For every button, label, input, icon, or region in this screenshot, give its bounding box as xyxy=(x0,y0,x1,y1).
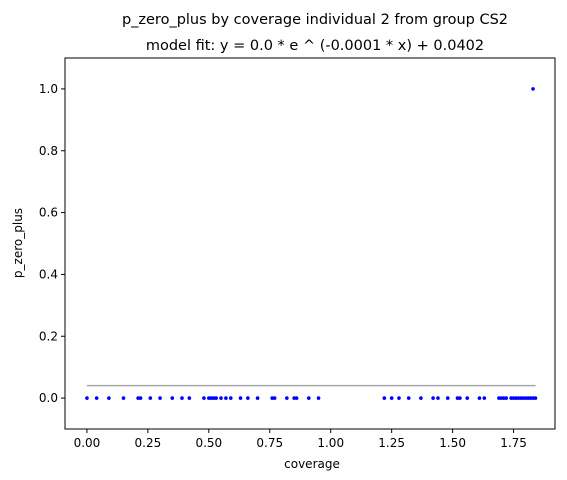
data-point xyxy=(187,396,192,400)
data-point xyxy=(306,396,311,400)
axis-ticks: 0.00 0.25 0.50 0.75 1.00 1.25 1.50 1.75 0.0 0.2 0.… xyxy=(39,82,527,450)
data-point xyxy=(482,396,487,400)
data-point xyxy=(94,396,99,400)
plot-area xyxy=(64,57,556,430)
x-tick-label: 0.00 xyxy=(74,436,101,450)
chart-subtitle: model fit: y = 0.0 * e ^ (-0.0001 * x) +… xyxy=(146,38,484,54)
y-tick-label: 0.4 xyxy=(39,267,58,281)
data-point xyxy=(445,396,450,400)
chart-title: p_zero_plus by coverage individual 2 fro… xyxy=(122,12,508,28)
data-point xyxy=(180,396,184,400)
data-point xyxy=(272,396,277,400)
data-point xyxy=(397,396,401,400)
data-point xyxy=(238,396,243,400)
data-point xyxy=(255,396,260,400)
x-tick-label: 0.50 xyxy=(195,436,222,450)
x-tick-label: 1.75 xyxy=(500,436,527,450)
data-point xyxy=(382,396,387,400)
data-point xyxy=(224,396,228,400)
data-point xyxy=(285,396,289,400)
x-tick-label: 0.75 xyxy=(256,436,283,450)
y-tick-label: 1.0 xyxy=(39,82,58,96)
y-tick-label: 0.0 xyxy=(39,391,58,405)
data-point xyxy=(202,396,206,400)
y-tick-label: 0.8 xyxy=(39,144,58,158)
data-point xyxy=(170,396,175,400)
data-point xyxy=(389,396,394,400)
data-point xyxy=(406,396,411,400)
data-point xyxy=(431,396,435,400)
data-point xyxy=(228,396,233,400)
axes-frame xyxy=(64,57,556,430)
data-point xyxy=(158,396,162,400)
data-point xyxy=(504,396,509,400)
data-point xyxy=(148,396,153,400)
data-point xyxy=(316,396,321,400)
x-axis-label: coverage xyxy=(284,457,340,471)
x-tick-label: 1.25 xyxy=(378,436,405,450)
data-point xyxy=(214,396,218,400)
data-point xyxy=(138,396,143,400)
data-point xyxy=(477,396,482,400)
data-point xyxy=(458,396,462,400)
data-point xyxy=(246,396,250,400)
data-point xyxy=(294,396,299,400)
data-point xyxy=(465,396,470,400)
x-tick-label: 1.50 xyxy=(439,436,466,450)
data-point xyxy=(531,87,535,91)
y-tick-label: 0.6 xyxy=(39,206,58,220)
data-point xyxy=(85,396,89,400)
x-tick-label: 0.25 xyxy=(135,436,162,450)
data-point xyxy=(533,396,538,400)
y-axis-label: p_zero_plus xyxy=(11,208,25,278)
data-point xyxy=(219,396,223,400)
data-point xyxy=(107,396,111,400)
y-tick-label: 0.2 xyxy=(39,329,58,343)
data-point xyxy=(121,396,126,400)
data-point xyxy=(419,396,423,400)
x-tick-label: 1.00 xyxy=(317,436,344,450)
data-point xyxy=(436,396,440,400)
